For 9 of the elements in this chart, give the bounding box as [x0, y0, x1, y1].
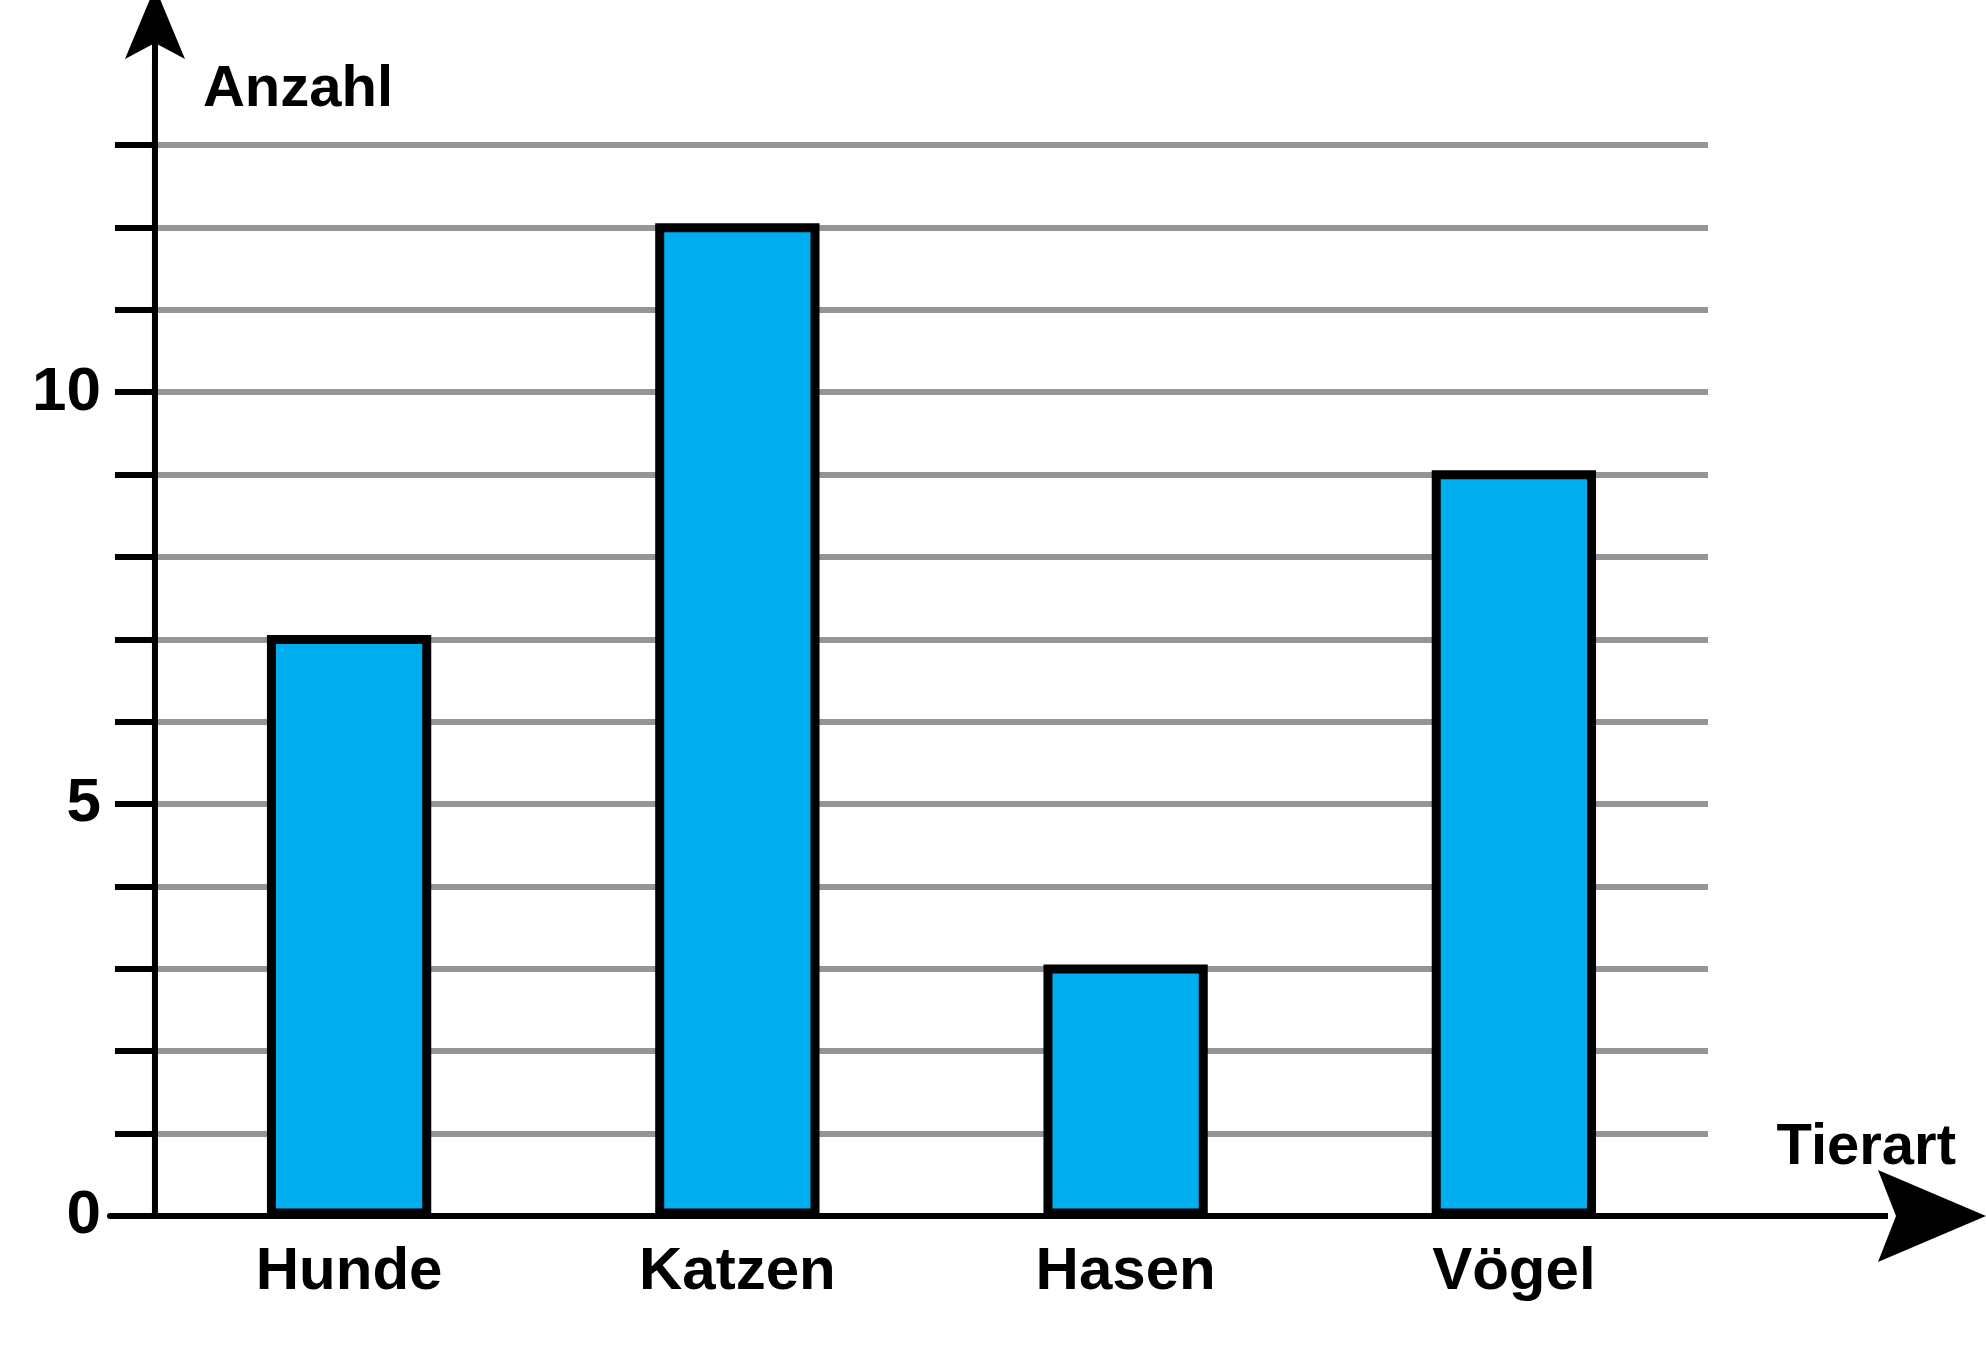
- x-tick-label: Hunde: [255, 1234, 443, 1302]
- y-tick-label: 0: [66, 1177, 101, 1247]
- y-axis-title: Anzahl: [202, 53, 394, 118]
- x-tick-label: Hasen: [1035, 1234, 1216, 1302]
- y-tick-label: 5: [66, 765, 101, 835]
- x-axis-title: Tierart: [1776, 1111, 1956, 1176]
- x-tick-label: Vögel: [1432, 1234, 1596, 1302]
- x-tick-label: Katzen: [639, 1234, 836, 1302]
- y-tick-label: 10: [31, 353, 101, 423]
